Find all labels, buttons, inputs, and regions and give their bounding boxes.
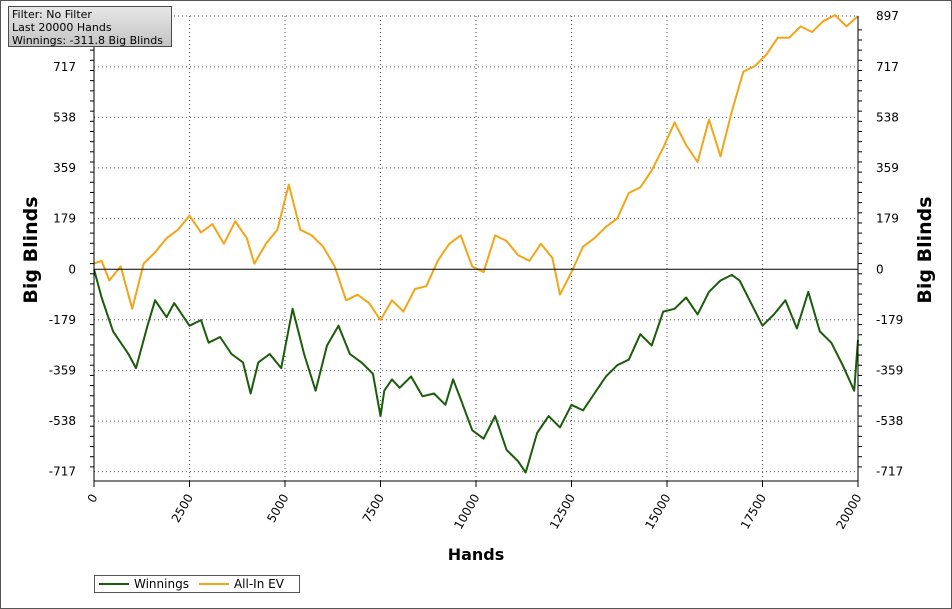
legend-label-winnings: Winnings [134, 577, 189, 591]
y-tick-label-right-1: 717 [876, 60, 899, 74]
y-tick-label-left-2: 538 [53, 110, 76, 124]
grid-layer [94, 15, 858, 481]
series-line-0 [93, 269, 859, 474]
y-tick-label-right-5: 0 [876, 262, 884, 276]
y-tick-label-left-3: 359 [53, 161, 76, 175]
y-tick-label-right-3: 359 [876, 161, 899, 175]
y-tick-label-left-7: -359 [49, 364, 76, 378]
info-last-hands: Last 20000 Hands [12, 21, 112, 34]
y-tick-label-right-9: -717 [876, 465, 903, 479]
y-tick-label-right-4: 179 [876, 212, 899, 226]
y-tick-label-left-1: 717 [53, 60, 76, 74]
y-tick-label-right-6: -179 [876, 313, 903, 327]
y-tick-label-right-2: 538 [876, 110, 899, 124]
y-tick-label-right-8: -538 [876, 414, 903, 428]
info-winnings: Winnings: -311.8 Big Blinds [12, 34, 163, 47]
series-line-1 [93, 14, 859, 322]
y-tick-label-right-7: -359 [876, 364, 903, 378]
y-axis-title-right: Big Blinds [914, 196, 936, 303]
series-layer [93, 14, 859, 474]
legend-swatch-winnings [99, 583, 129, 585]
legend-label-allin-ev: All-In EV [233, 577, 284, 591]
label-layer: 89789771771753853835935917917900-179-179… [49, 9, 903, 532]
y-tick-label-left-4: 179 [53, 212, 76, 226]
y-tick-label-left-9: -717 [49, 465, 76, 479]
x-axis-title: Hands [448, 545, 505, 564]
info-filter: Filter: No Filter [12, 8, 92, 21]
info-box: Filter: No Filter Last 20000 Hands Winni… [8, 6, 172, 47]
legend: Winnings All-In EV [94, 575, 300, 593]
y-axis-title-left: Big Blinds [20, 196, 42, 303]
legend-item-winnings: Winnings [99, 577, 189, 591]
y-tick-label-left-5: 0 [68, 262, 76, 276]
axis-layer [90, 16, 862, 487]
legend-item-allin-ev: All-In EV [198, 577, 284, 591]
y-tick-label-left-8: -538 [49, 414, 76, 428]
y-tick-label-left-6: -179 [49, 313, 76, 327]
legend-swatch-allin-ev [198, 583, 229, 585]
y-tick-label-right-0: 897 [876, 9, 899, 23]
